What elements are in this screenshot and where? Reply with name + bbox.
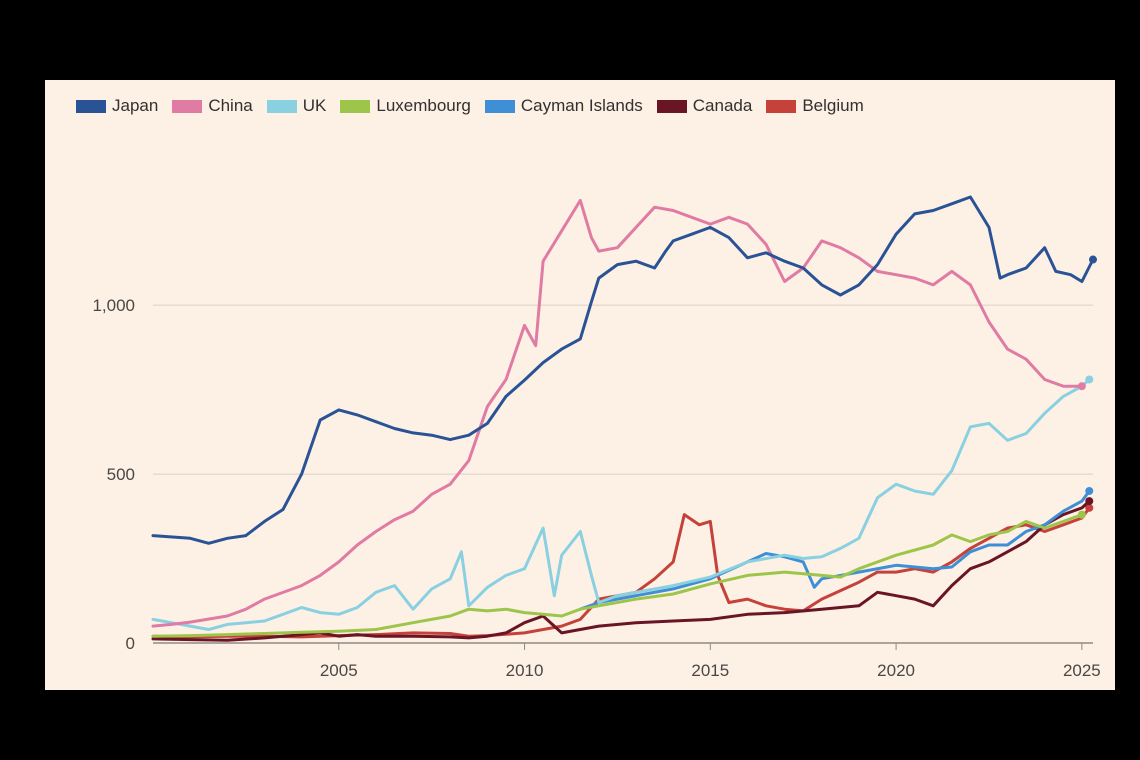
line-chart: 0 500 1,000 2005 2010 2015 2020 2025	[92, 195, 1101, 680]
legend-swatch	[340, 99, 371, 113]
legend-swatch	[656, 99, 687, 113]
x-tick-label: 2025	[1063, 661, 1101, 680]
series-line-cayman-islands	[578, 489, 1091, 611]
series-line-japan	[151, 195, 1095, 545]
series-lines	[151, 195, 1097, 642]
legend-swatch	[172, 99, 203, 113]
series-end-point	[1089, 255, 1097, 264]
legend: Japan China UK Luxembourg Cayman Islands…	[76, 96, 864, 116]
legend-label: UK	[302, 96, 327, 115]
series-end-point	[1085, 375, 1094, 384]
series-line-luxembourg	[151, 513, 1084, 638]
x-axis: 2005 2010 2015 2020 2025	[320, 643, 1101, 680]
legend-item-uk: UK	[266, 96, 327, 116]
series-end-point	[1085, 486, 1094, 495]
y-tick-label: 1,000	[92, 296, 135, 315]
legend-item-china: China	[172, 96, 253, 116]
series-end-point	[1077, 382, 1086, 391]
legend-swatch	[484, 99, 515, 113]
legend-label: Japan	[112, 96, 159, 115]
x-tick-label: 2010	[506, 661, 544, 680]
legend-swatch	[76, 99, 106, 113]
legend-swatch	[766, 99, 797, 113]
legend-label: Canada	[692, 96, 753, 115]
series-line-canada	[151, 499, 1091, 642]
legend-item-canada: Canada	[656, 96, 753, 116]
y-axis: 0 500 1,000	[92, 296, 135, 653]
x-tick-label: 2005	[320, 661, 358, 680]
legend-label: Luxembourg	[376, 96, 471, 115]
series-line-china	[151, 198, 1084, 628]
series-line-uk	[151, 378, 1091, 631]
x-tick-label: 2015	[691, 661, 729, 680]
legend-label: China	[208, 96, 253, 115]
series-end-point	[1085, 497, 1094, 506]
legend-item-belgium: Belgium	[766, 96, 864, 116]
series-end-point	[1077, 510, 1086, 519]
y-tick-label: 0	[126, 634, 135, 653]
grid-lines	[153, 304, 1093, 644]
chart-panel: Japan China UK Luxembourg Cayman Islands…	[45, 80, 1115, 690]
x-tick-label: 2020	[877, 661, 915, 680]
y-tick-label: 500	[107, 465, 135, 484]
legend-item-japan: Japan	[76, 96, 158, 116]
series-line-belgium	[151, 506, 1091, 639]
legend-swatch	[266, 99, 297, 113]
legend-label: Belgium	[802, 96, 864, 115]
legend-label: Cayman Islands	[520, 96, 643, 115]
series-end-point	[1085, 503, 1094, 512]
legend-item-cayman-islands: Cayman Islands	[484, 96, 643, 116]
legend-item-luxembourg: Luxembourg	[340, 96, 471, 116]
